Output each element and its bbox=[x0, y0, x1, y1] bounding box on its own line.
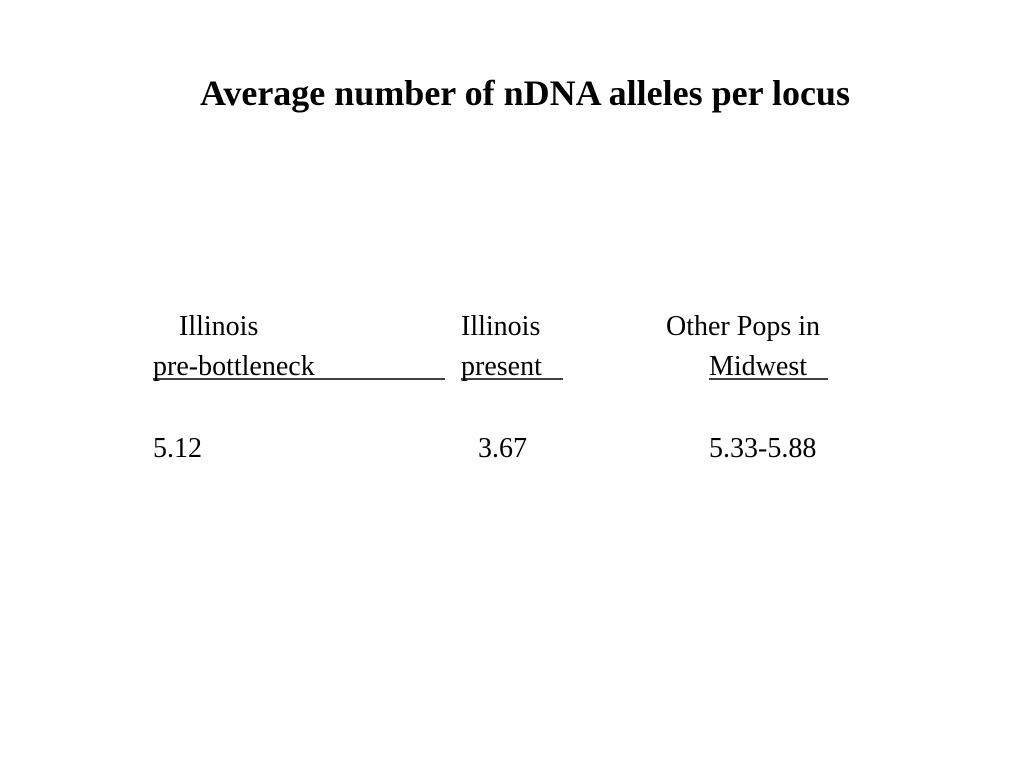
column-value: 5.12 bbox=[153, 433, 202, 464]
column-header: Illinois bbox=[179, 311, 258, 342]
column-header: Illinois bbox=[461, 311, 540, 342]
column-header: pre-bottleneck bbox=[153, 351, 315, 382]
column-value: 3.67 bbox=[478, 433, 527, 464]
column-header: Other Pops in bbox=[666, 311, 820, 342]
column-header: present bbox=[461, 351, 542, 382]
column-value: 5.33-5.88 bbox=[709, 433, 816, 464]
slide-title: Average number of nDNA alleles per locus bbox=[200, 73, 850, 113]
column-header: Midwest bbox=[709, 351, 807, 382]
